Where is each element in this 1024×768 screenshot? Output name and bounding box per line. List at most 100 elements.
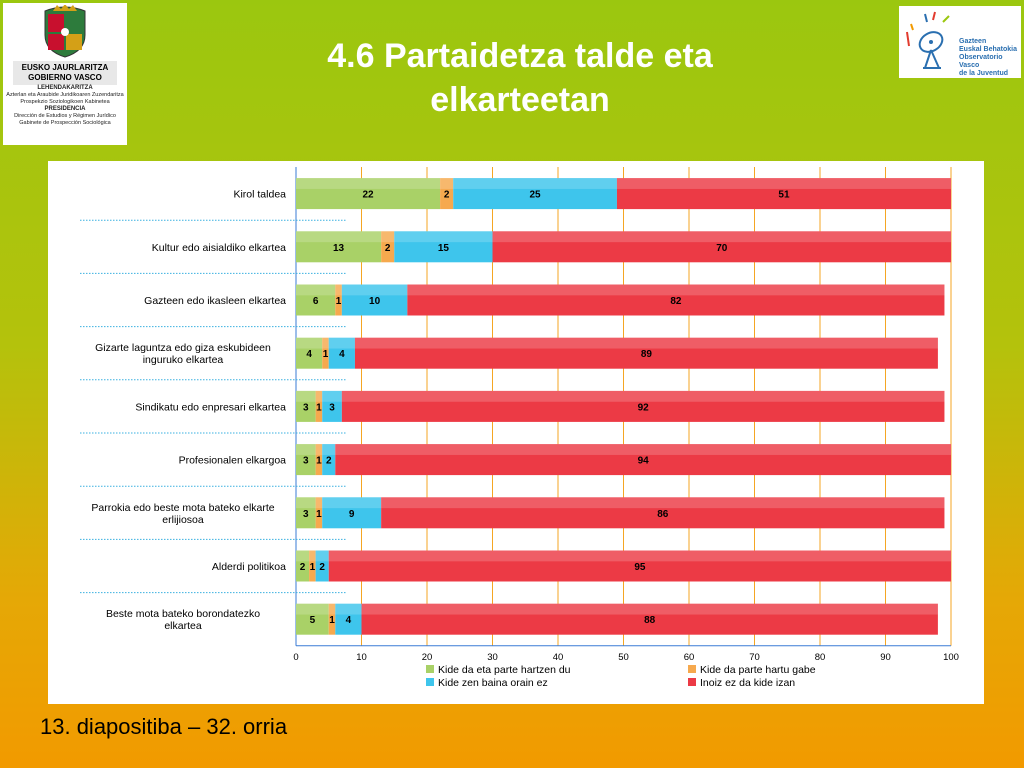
bar-segment	[309, 550, 316, 582]
data-label: 9	[349, 509, 355, 520]
bar-segment-highlight	[296, 550, 310, 562]
x-tick-label: 70	[749, 652, 760, 663]
bar-segment	[335, 284, 342, 316]
bar-segment-highlight	[315, 550, 329, 562]
data-label: 86	[657, 509, 669, 520]
bar-segment-highlight	[328, 603, 336, 615]
bar-segment-highlight	[296, 390, 316, 402]
dept1-label: LEHENDAKARITZA	[37, 85, 93, 91]
legend-swatch	[426, 665, 434, 673]
bar-segment-highlight	[616, 178, 951, 189]
category-label: Sindikatu edo enpresari elkartea	[135, 401, 286, 413]
bar-segment-highlight	[328, 550, 951, 562]
data-label: 2	[326, 456, 332, 467]
footer-slide-reference: 13. diapositiba – 32. orria	[40, 714, 288, 739]
dept2-label: PRESIDENCIA	[44, 106, 86, 112]
legend-label: Kide da parte hartu gabe	[700, 664, 816, 676]
bar-segment	[381, 497, 945, 529]
bar-segment	[440, 178, 454, 210]
basque-government-logo: EUSKO JAURLARITZA GOBIERNO VASCO LEHENDA…	[3, 3, 127, 145]
data-label: 2	[319, 562, 325, 573]
bar-segment-highlight	[335, 603, 362, 615]
bar-segment	[354, 337, 938, 369]
satellite-dish-icon	[906, 11, 950, 69]
category-label: Beste mota bateko borondatezko elkartea	[106, 608, 260, 632]
x-tick-label: 100	[943, 652, 959, 663]
data-label: 1	[323, 349, 329, 360]
category-label: Parrokia edo beste mota bateko elkarte er…	[91, 502, 274, 526]
page-title-line1: 4.6 Partaidetza talde eta	[327, 37, 713, 75]
data-label: 5	[310, 615, 316, 626]
category-label: Kultur edo aisialdiko elkartea	[152, 242, 286, 254]
data-label: 10	[369, 296, 381, 307]
bar-segment	[361, 603, 938, 635]
bar-segment	[407, 284, 945, 316]
x-tick-label: 10	[356, 652, 367, 663]
data-label: 1	[329, 615, 335, 626]
dept1-sub2: Prospekzio Soziologikoen Kabinetea	[20, 99, 110, 105]
bar-segment-highlight	[341, 284, 408, 296]
bar-segment	[296, 444, 316, 476]
legend-label: Inoiz ez da kide izan	[700, 677, 795, 689]
data-label: 3	[329, 402, 335, 413]
bar-segment-highlight	[335, 284, 342, 296]
logo-line1: EUSKO JAURLARITZA	[21, 63, 109, 72]
bar-segment	[315, 444, 323, 476]
data-label: 94	[638, 456, 650, 467]
bar-segment-highlight	[381, 497, 945, 509]
page-title: 4.6 Partaidetza talde eta elkarteetan	[200, 34, 840, 122]
data-label: 92	[638, 402, 650, 413]
x-tick-label: 40	[553, 652, 564, 663]
bar-segment-highlight	[322, 444, 336, 455]
bar-segment-highlight	[296, 231, 382, 243]
data-label: 4	[306, 349, 312, 360]
bar-segment-highlight	[315, 497, 323, 509]
logo-line2: GOBIERNO VASCO	[28, 73, 102, 82]
lr-line4: de la Juventud	[959, 70, 1009, 77]
data-label: 13	[333, 243, 345, 254]
data-label: 2	[444, 190, 450, 201]
dept2-sub2: Gabinete de Prospección Sociológica	[19, 120, 111, 126]
bar-segment-highlight	[315, 444, 323, 455]
bar-segment	[381, 231, 395, 263]
data-label: 1	[336, 296, 342, 307]
data-label: 89	[641, 349, 653, 360]
bar-segment	[296, 603, 329, 635]
data-label: 1	[310, 562, 316, 573]
bar-segment	[328, 550, 951, 582]
bar-segment-highlight	[407, 284, 945, 296]
legend-label: Kide zen baina orain ez	[438, 677, 548, 689]
data-label: 15	[438, 243, 450, 254]
bar-segment	[296, 550, 310, 582]
bar-segment-highlight	[296, 603, 329, 615]
x-tick-label: 20	[422, 652, 433, 663]
bar-segment-highlight	[322, 390, 342, 402]
chart-panel: 0 10 20 30 40 50 60 70 80 90 100 Kirol taldea 22 2 25 5…	[48, 161, 984, 704]
data-label: 88	[644, 615, 656, 626]
bar-segment	[322, 497, 382, 529]
bar-segment-highlight	[440, 178, 454, 189]
category-label: Kirol taldea	[233, 189, 286, 201]
bar-segment	[315, 550, 329, 582]
data-label: 51	[778, 190, 790, 201]
bar-segment	[492, 231, 951, 263]
bar-segment-highlight	[341, 390, 945, 402]
legend-label: Kide da eta parte hartzen du	[438, 664, 571, 676]
data-label: 4	[346, 615, 352, 626]
bar-segment	[296, 497, 316, 529]
bar-segment	[296, 337, 323, 369]
bar-segment-highlight	[296, 497, 316, 509]
bar-segment-highlight	[492, 231, 951, 243]
legend-swatch	[688, 678, 696, 686]
logo-name-band: EUSKO JAURLARITZA GOBIERNO VASCO	[13, 61, 117, 85]
legend-swatch	[688, 665, 696, 673]
x-tick-label: 50	[618, 652, 629, 663]
bar-segment-highlight	[328, 337, 355, 349]
bar-segment-highlight	[322, 337, 329, 349]
bar-segment	[616, 178, 951, 210]
data-label: 82	[670, 296, 682, 307]
bar-segment	[315, 497, 323, 529]
bar-segment-highlight	[361, 603, 938, 615]
bar-segment-highlight	[296, 284, 336, 296]
